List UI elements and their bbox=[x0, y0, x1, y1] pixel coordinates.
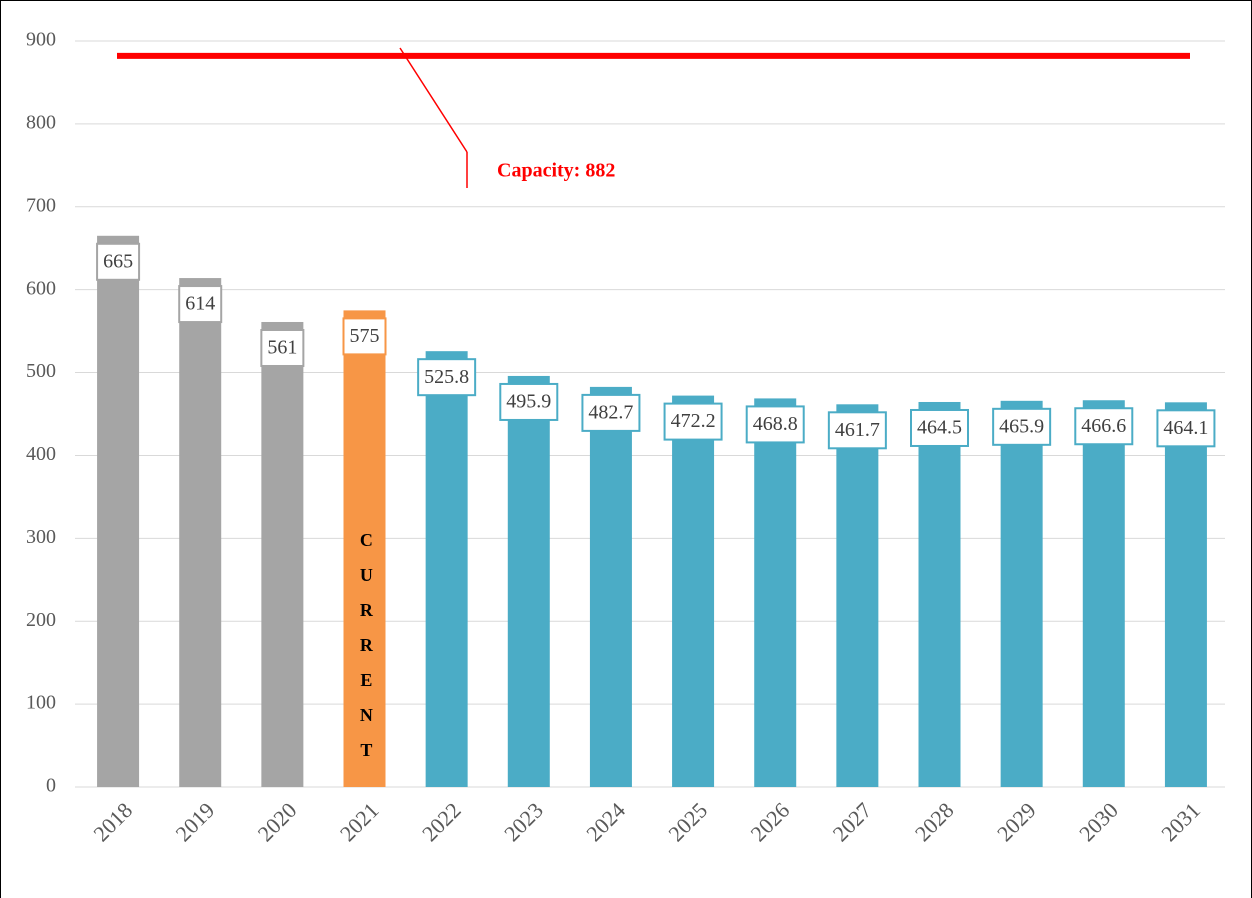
value-label: 472.2 bbox=[671, 410, 716, 432]
value-label-box bbox=[663, 402, 723, 441]
x-tick-label: 2030 bbox=[1074, 797, 1123, 846]
value-label: 575 bbox=[350, 325, 380, 347]
value-label: 464.1 bbox=[1163, 417, 1208, 439]
x-tick-label: 2024 bbox=[581, 797, 630, 846]
bar bbox=[754, 398, 797, 787]
value-label: 614 bbox=[185, 293, 215, 315]
x-tick-label: 2029 bbox=[992, 797, 1041, 846]
value-label-box bbox=[1156, 409, 1216, 448]
x-tick-label: 2021 bbox=[335, 797, 384, 846]
bar bbox=[1082, 400, 1125, 787]
value-label-box bbox=[342, 317, 387, 356]
value-label-box bbox=[178, 285, 223, 324]
value-label-box bbox=[992, 407, 1052, 446]
x-tick-label: 2027 bbox=[828, 797, 877, 846]
value-label-box bbox=[417, 358, 477, 397]
x-tick-label: 2022 bbox=[417, 797, 466, 846]
bar bbox=[261, 321, 304, 787]
value-label: 464.5 bbox=[917, 417, 962, 439]
value-label: 482.7 bbox=[588, 401, 633, 423]
bar bbox=[589, 386, 632, 787]
y-tick-label: 300 bbox=[26, 526, 56, 548]
bar-annotation: CURRENT bbox=[356, 530, 376, 775]
bar bbox=[425, 351, 468, 787]
y-tick-label: 400 bbox=[26, 443, 56, 465]
value-label: 495.9 bbox=[506, 391, 551, 413]
bar bbox=[836, 404, 879, 787]
value-label: 465.9 bbox=[999, 415, 1044, 437]
y-tick-label: 200 bbox=[26, 609, 56, 631]
bar bbox=[1000, 400, 1043, 787]
x-tick-label: 2028 bbox=[910, 797, 959, 846]
value-label-box bbox=[581, 393, 641, 432]
value-label: 561 bbox=[267, 337, 297, 359]
bar bbox=[1164, 402, 1207, 787]
value-label-box bbox=[910, 408, 969, 447]
value-label-box bbox=[827, 411, 887, 450]
bar bbox=[507, 375, 550, 787]
x-tick-label: 2020 bbox=[253, 797, 302, 846]
bar bbox=[918, 401, 961, 787]
value-label: 466.6 bbox=[1081, 415, 1126, 437]
value-label-box bbox=[96, 242, 141, 281]
bar bbox=[179, 278, 222, 787]
bar bbox=[97, 235, 140, 788]
x-tick-label: 2026 bbox=[746, 797, 795, 846]
y-tick-label: 900 bbox=[26, 29, 56, 51]
bar bbox=[343, 310, 386, 787]
y-tick-label: 800 bbox=[26, 111, 56, 133]
capacity-label: Capacity: 882 bbox=[497, 160, 615, 182]
value-label: 665 bbox=[103, 250, 133, 272]
value-label: 468.8 bbox=[753, 413, 798, 435]
value-label: 461.7 bbox=[835, 419, 880, 441]
y-tick-label: 700 bbox=[26, 194, 56, 216]
x-tick-label: 2031 bbox=[1156, 797, 1205, 846]
bar bbox=[672, 395, 715, 787]
y-tick-label: 100 bbox=[26, 692, 56, 714]
y-tick-label: 600 bbox=[26, 277, 56, 299]
x-tick-label: 2019 bbox=[171, 797, 220, 846]
value-label-box bbox=[499, 382, 559, 421]
x-tick-label: 2018 bbox=[88, 797, 137, 846]
x-tick-label: 2023 bbox=[499, 797, 548, 846]
y-tick-label: 500 bbox=[26, 360, 56, 382]
x-tick-label: 2025 bbox=[663, 797, 712, 846]
value-label: 525.8 bbox=[424, 366, 469, 388]
value-label-box bbox=[745, 405, 805, 444]
value-label-box bbox=[1074, 407, 1134, 446]
y-tick-label: 0 bbox=[46, 775, 56, 797]
annotation-leader bbox=[399, 47, 468, 153]
value-label-box bbox=[260, 328, 305, 367]
